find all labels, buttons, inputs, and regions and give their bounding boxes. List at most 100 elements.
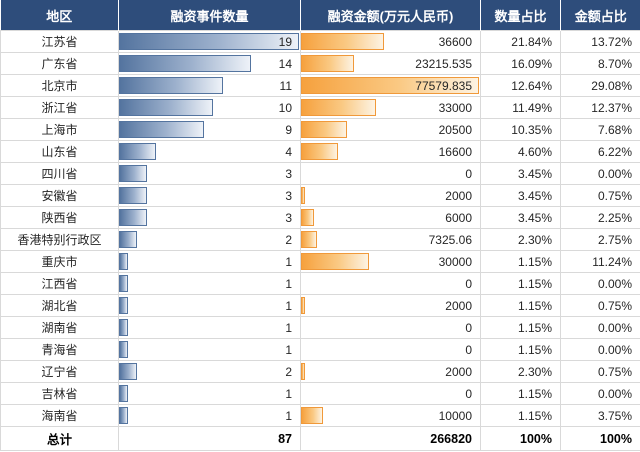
count-cell: 2 <box>118 360 301 383</box>
amount-cell: 2000 <box>300 360 481 383</box>
amount-cell: 2000 <box>300 184 481 207</box>
region-cell: 湖南省 <box>0 316 119 339</box>
table-row: 青海省 1 0 1.15% 0.00% <box>0 338 640 361</box>
region-cell: 青海省 <box>0 338 119 361</box>
column-header-region: 地区 <box>0 0 119 31</box>
total-row: 总计 87 266820 100% 100% <box>0 426 640 451</box>
count-pct-cell: 1.15% <box>480 272 561 295</box>
table-row: 陕西省 3 6000 3.45% 2.25% <box>0 206 640 229</box>
count-value: 2 <box>285 364 292 379</box>
table-row: 上海市 9 20500 10.35% 7.68% <box>0 118 640 141</box>
count-bar <box>119 187 147 204</box>
amount-pct-cell: 0.00% <box>560 316 640 339</box>
table-row: 湖南省 1 0 1.15% 0.00% <box>0 316 640 339</box>
count-value: 19 <box>278 34 292 49</box>
amount-pct-cell: 0.75% <box>560 360 640 383</box>
amount-bar <box>301 99 377 116</box>
count-pct-cell: 2.30% <box>480 360 561 383</box>
amount-cell: 6000 <box>300 206 481 229</box>
region-cell: 重庆市 <box>0 250 119 273</box>
count-cell: 3 <box>118 162 301 185</box>
count-bar <box>119 385 128 402</box>
count-pct-cell: 3.45% <box>480 184 561 207</box>
amount-cell: 16600 <box>300 140 481 163</box>
amount-value: 33000 <box>438 100 472 115</box>
count-cell: 2 <box>118 228 301 251</box>
count-cell: 10 <box>118 96 301 119</box>
count-cell: 1 <box>118 404 301 427</box>
amount-bar <box>301 209 314 226</box>
count-pct-cell: 1.15% <box>480 250 561 273</box>
table-row: 辽宁省 2 2000 2.30% 0.75% <box>0 360 640 383</box>
count-cell: 1 <box>118 316 301 339</box>
amount-value: 6000 <box>445 210 472 225</box>
amount-value: 16600 <box>438 144 472 159</box>
region-cell: 辽宁省 <box>0 360 119 383</box>
count-value: 1 <box>285 254 292 269</box>
count-bar <box>119 275 128 292</box>
amount-bar <box>301 143 339 160</box>
total-amount-pct: 100% <box>560 426 640 451</box>
count-pct-cell: 16.09% <box>480 52 561 75</box>
count-pct-cell: 3.45% <box>480 162 561 185</box>
count-pct-cell: 1.15% <box>480 404 561 427</box>
region-cell: 广东省 <box>0 52 119 75</box>
table-row: 北京市 11 77579.835 12.64% 29.08% <box>0 74 640 97</box>
region-cell: 湖北省 <box>0 294 119 317</box>
count-bar <box>119 77 223 94</box>
column-header-amount-pct: 金额占比 <box>560 0 640 31</box>
count-pct-cell: 10.35% <box>480 118 561 141</box>
table-row: 香港特别行政区 2 7325.06 2.30% 2.75% <box>0 228 640 251</box>
amount-pct-cell: 11.24% <box>560 250 640 273</box>
table-body: 江苏省 19 36600 21.84% 13.72% 广东省 14 23215.535 16.0… <box>0 30 640 427</box>
count-bar <box>119 99 214 116</box>
table-row: 广东省 14 23215.535 16.09% 8.70% <box>0 52 640 75</box>
amount-bar <box>301 55 354 72</box>
table-row: 安徽省 3 2000 3.45% 0.75% <box>0 184 640 207</box>
count-pct-cell: 1.15% <box>480 316 561 339</box>
amount-bar <box>301 297 305 314</box>
column-header-amount: 融资金额(万元人民币) <box>300 0 481 31</box>
amount-pct-cell: 2.75% <box>560 228 640 251</box>
amount-pct-cell: 12.37% <box>560 96 640 119</box>
amount-cell: 0 <box>300 162 481 185</box>
count-pct-cell: 1.15% <box>480 338 561 361</box>
amount-value: 10000 <box>438 408 472 423</box>
table-row: 吉林省 1 0 1.15% 0.00% <box>0 382 640 405</box>
amount-value: 0 <box>465 320 472 335</box>
count-value: 4 <box>285 144 292 159</box>
amount-bar <box>301 77 479 94</box>
total-count: 87 <box>118 426 301 451</box>
amount-value: 0 <box>465 276 472 291</box>
table-footer: 总计 87 266820 100% 100% <box>0 426 640 451</box>
count-cell: 3 <box>118 184 301 207</box>
amount-cell: 0 <box>300 316 481 339</box>
count-value: 1 <box>285 320 292 335</box>
count-bar <box>119 121 204 138</box>
amount-pct-cell: 0.00% <box>560 338 640 361</box>
count-bar <box>119 363 138 380</box>
amount-pct-cell: 0.00% <box>560 272 640 295</box>
amount-bar <box>301 121 348 138</box>
amount-pct-cell: 0.75% <box>560 294 640 317</box>
amount-value: 36600 <box>438 34 472 49</box>
count-bar <box>119 231 138 248</box>
amount-cell: 7325.06 <box>300 228 481 251</box>
table-row: 江苏省 19 36600 21.84% 13.72% <box>0 30 640 53</box>
count-cell: 1 <box>118 250 301 273</box>
amount-pct-cell: 8.70% <box>560 52 640 75</box>
count-bar <box>119 33 299 50</box>
count-value: 10 <box>278 100 292 115</box>
count-cell: 9 <box>118 118 301 141</box>
count-bar <box>119 165 147 182</box>
amount-value: 0 <box>465 342 472 357</box>
amount-cell: 10000 <box>300 404 481 427</box>
amount-value: 2000 <box>445 364 472 379</box>
count-bar <box>119 253 128 270</box>
table-row: 海南省 1 10000 1.15% 3.75% <box>0 404 640 427</box>
region-cell: 北京市 <box>0 74 119 97</box>
count-cell: 4 <box>118 140 301 163</box>
table-row: 四川省 3 0 3.45% 0.00% <box>0 162 640 185</box>
count-bar <box>119 143 157 160</box>
